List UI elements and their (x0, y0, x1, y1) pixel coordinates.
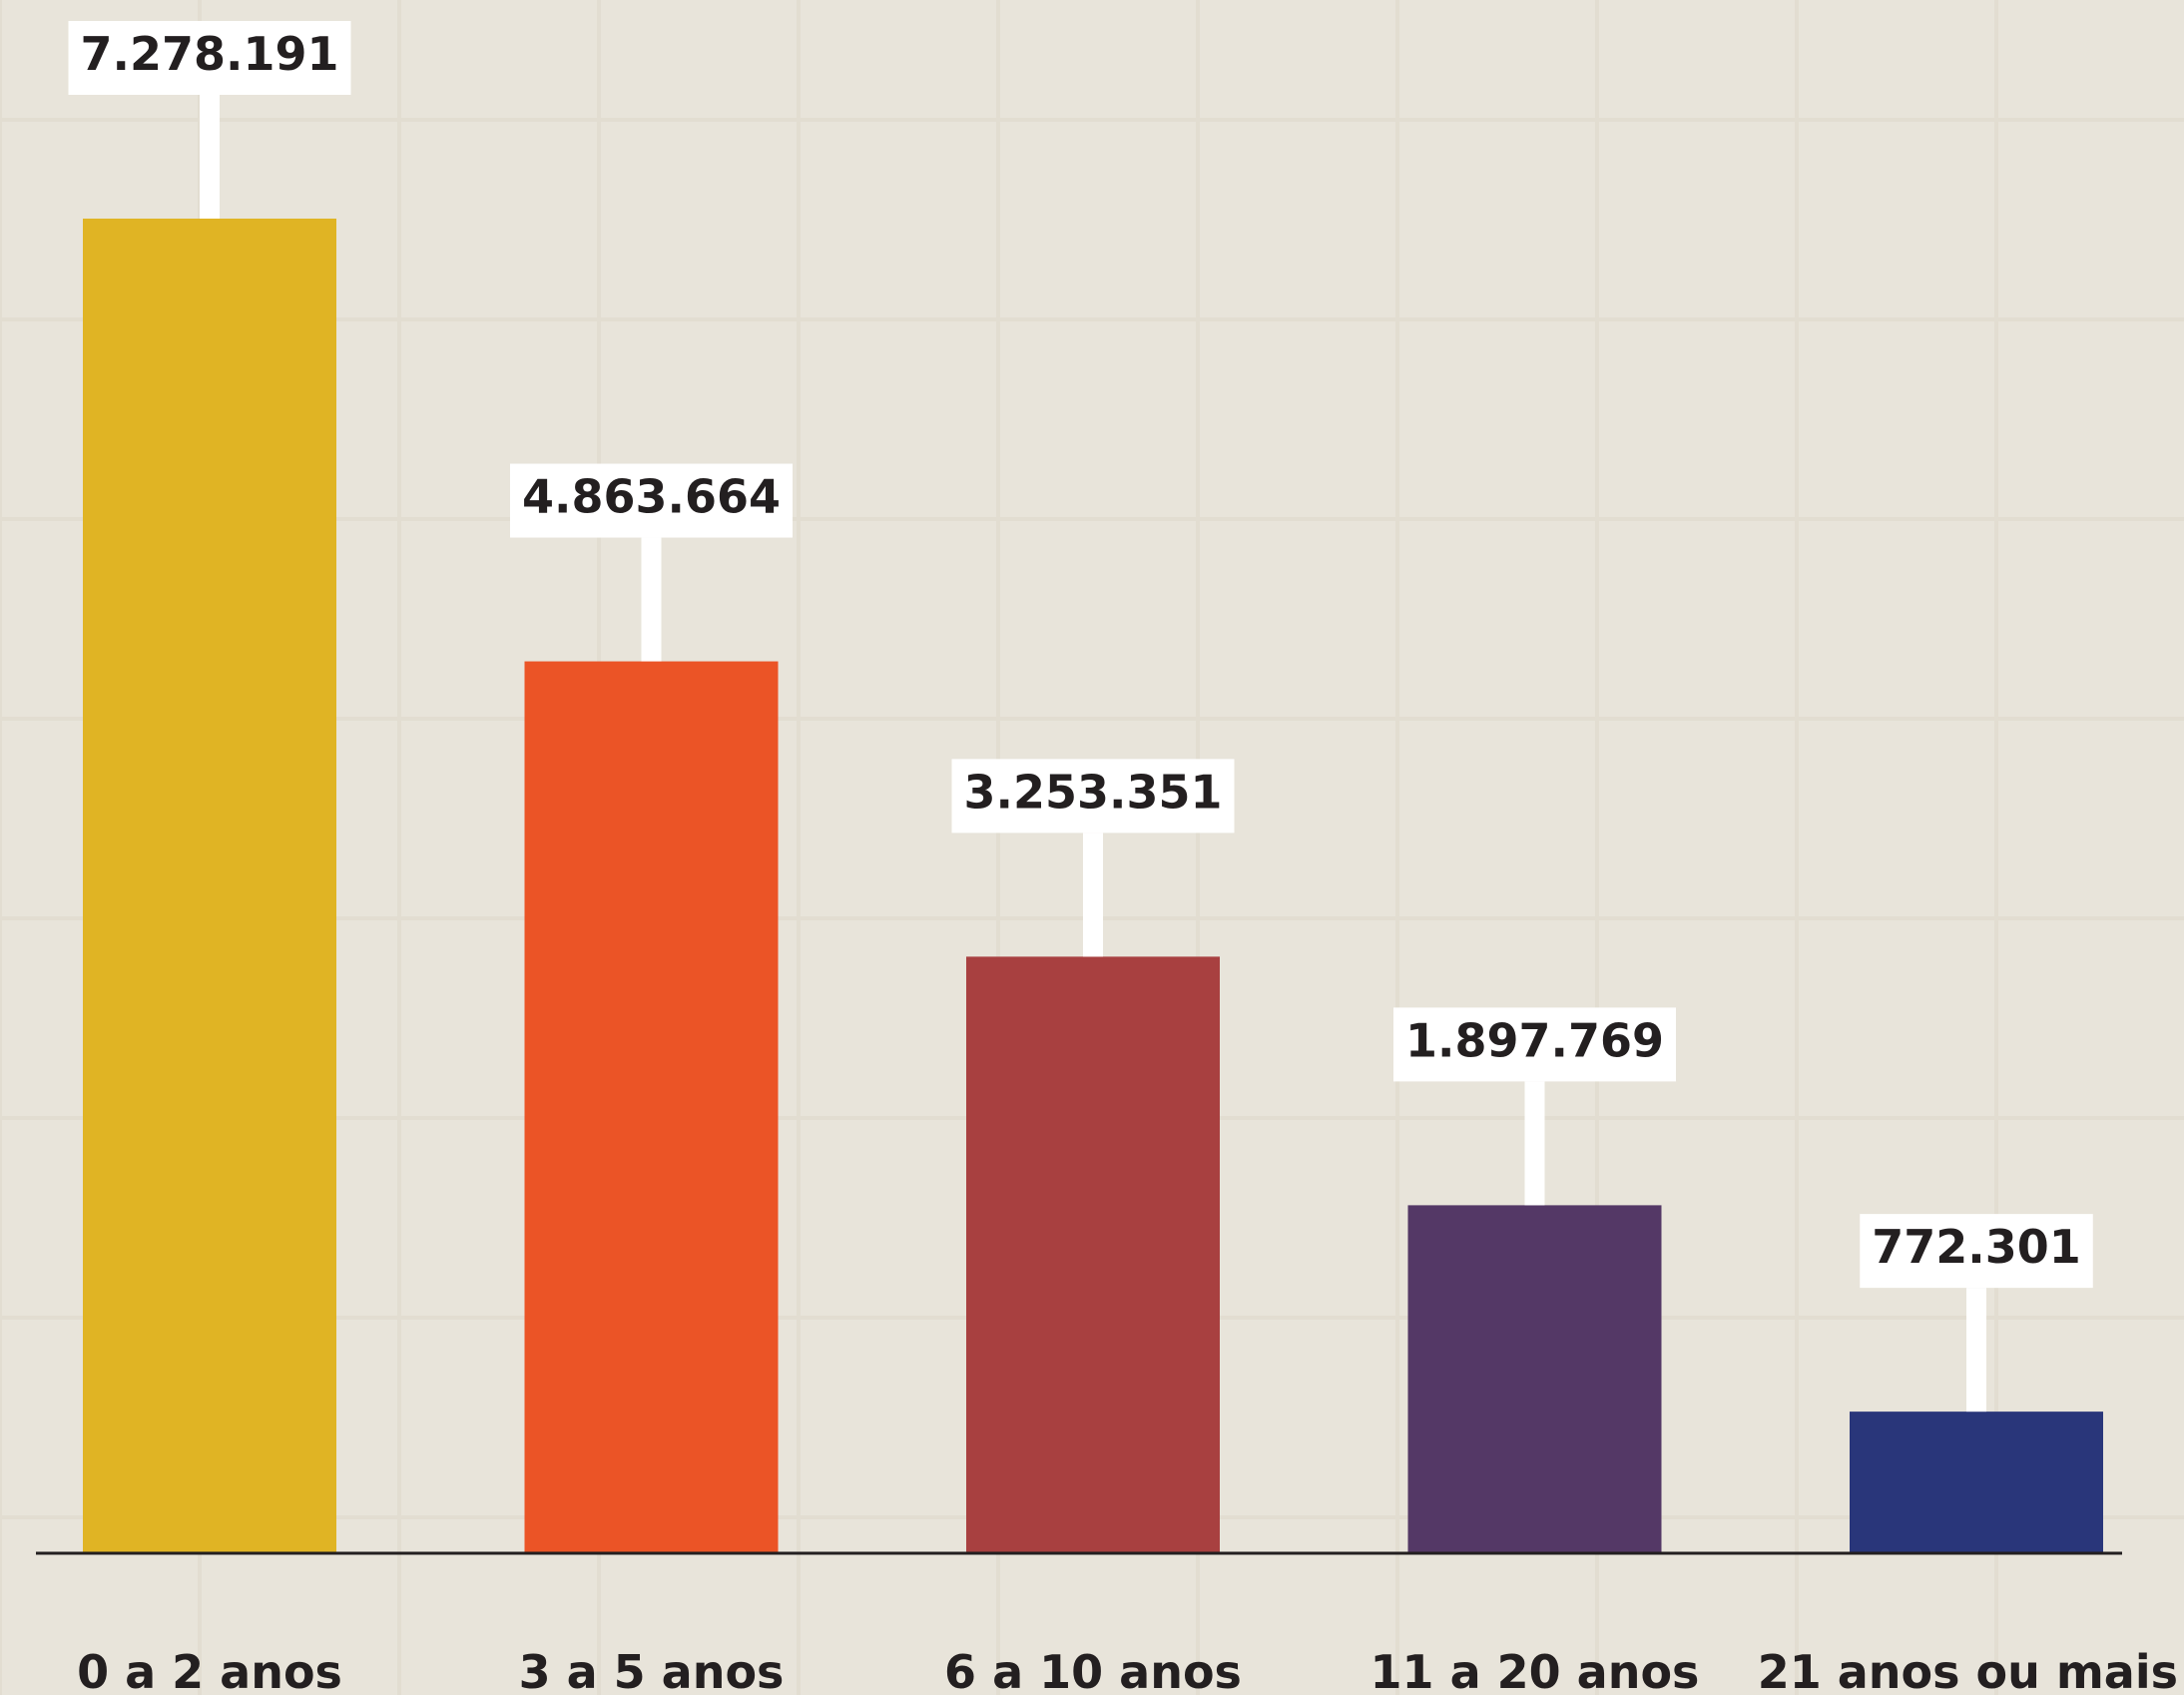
bar-3 (966, 956, 1220, 1553)
bar-5 (1850, 1412, 2103, 1553)
category-labels-group: 0 a 2 anos 3 a 5 anos 6 a 10 anos 11 a 20 a… (77, 1645, 2178, 1695)
data-label-box (68, 21, 351, 95)
data-label: 7.278.191 (81, 27, 339, 81)
category-label: 21 anos ou mais (1758, 1645, 2178, 1695)
bars-group (83, 219, 2103, 1553)
data-label-connector (1524, 1081, 1545, 1206)
bar-1 (83, 219, 336, 1553)
category-label: 11 a 20 anos (1370, 1645, 1700, 1695)
category-label: 3 a 5 anos (519, 1645, 785, 1695)
data-label-connector (1966, 1288, 1986, 1412)
data-label-box (1860, 1214, 2093, 1289)
data-label: 4.863.664 (522, 470, 781, 524)
data-label-box (951, 759, 1235, 834)
data-label: 3.253.351 (964, 765, 1223, 819)
data-label: 1.897.769 (1405, 1013, 1664, 1067)
category-label: 6 a 10 anos (944, 1645, 1242, 1695)
bar-2 (524, 661, 779, 1553)
data-labels-group: 7.278.191 4.863.664 3.253.351 1.897.769 772.… (68, 21, 2093, 1412)
data-label-connector (200, 95, 220, 219)
bar-4 (1407, 1205, 1662, 1553)
category-label: 0 a 2 anos (77, 1645, 342, 1695)
data-label-box (510, 463, 793, 538)
data-label-connector (1083, 833, 1103, 957)
data-label: 772.301 (1872, 1220, 2081, 1274)
data-label-connector (641, 537, 662, 662)
data-label-box (1393, 1007, 1676, 1082)
